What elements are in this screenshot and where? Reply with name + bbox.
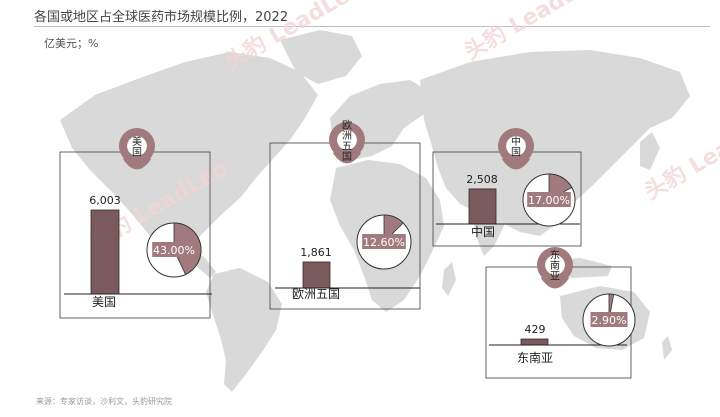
pin-inner [337, 130, 357, 150]
value-label: 2,508 [466, 173, 498, 186]
pin-inner [127, 136, 147, 156]
pie-percent-label: 43.00% [153, 244, 195, 257]
pin-label: 国 [342, 151, 352, 163]
japan-shape [640, 132, 660, 170]
region-panel-1: 1,861 欧洲五国 12.60% 欧洲五国 [269, 119, 421, 310]
pin-label: 亚 [550, 272, 560, 283]
bar [520, 338, 549, 346]
value-label: 429 [525, 323, 546, 336]
region-panel-0: 6,003 美国 43.00% 美国 [59, 128, 212, 319]
pie-percent-label: 12.60% [363, 236, 405, 249]
category-label: 美国 [92, 295, 116, 309]
pin-label: 洲 [342, 130, 352, 142]
new-zealand-shape [662, 336, 672, 360]
source-note: 来源：专家访谈，沙利文，头豹研究院 [36, 397, 172, 406]
pin-inner [545, 255, 565, 275]
pin-label: 国 [511, 146, 521, 158]
pie-percent-label: 17.00% [528, 194, 570, 207]
region-panel-3: 429 东南亚 2.90% 东南亚 [485, 247, 636, 379]
pin-label: 美 [132, 135, 142, 148]
chart-title: 各国或地区占全球医药市场规模比例，2022 [34, 10, 289, 25]
greenland-shape [280, 30, 362, 84]
category-label: 欧洲五国 [292, 287, 340, 301]
south-america-shape [206, 268, 282, 392]
value-label: 1,861 [300, 246, 332, 259]
north-america-shape [60, 52, 318, 250]
pie-label-background [590, 312, 628, 327]
pie-label-background [362, 234, 406, 249]
bar [302, 261, 331, 289]
value-label: 6,003 [89, 194, 121, 207]
pie-label-background [152, 242, 196, 257]
pie-percent-label: 2.90% [592, 314, 627, 327]
pin-inner [506, 136, 526, 156]
pin-label: 国 [132, 146, 142, 158]
pin-label: 五 [342, 141, 352, 152]
title-divider [34, 26, 710, 27]
category-label: 东南亚 [517, 350, 553, 365]
pin-label: 中 [511, 135, 521, 148]
pin-label: 东 [550, 249, 560, 262]
bar [468, 188, 497, 225]
madagascar-shape [442, 262, 456, 296]
region-panel-2: 2,508 中国 17.00% 中国 [432, 128, 582, 247]
pin-label: 欧 [342, 119, 352, 131]
pie-label-background [527, 192, 571, 207]
pin-label: 南 [550, 259, 560, 272]
category-label: 中国 [471, 224, 495, 239]
bar [90, 209, 120, 295]
unit-label: 亿美元；% [44, 37, 99, 50]
plot-layer: 6,003美国43.00%美国1,861欧洲五国12.60%欧洲五国2,508中… [59, 119, 636, 379]
